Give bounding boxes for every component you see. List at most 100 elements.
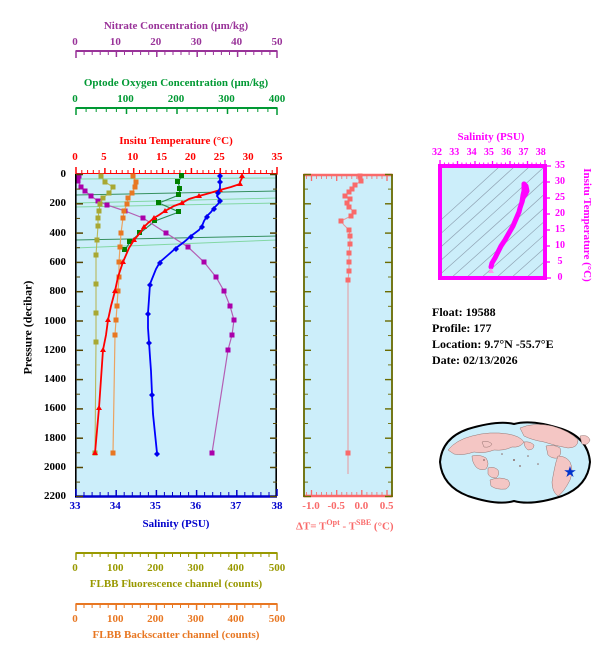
salinity-tick-38: 38 bbox=[271, 500, 283, 512]
series-backscatter bbox=[110, 173, 139, 456]
pressure-tick-800: 800 bbox=[49, 285, 67, 298]
temperature-tick-25: 25 bbox=[213, 151, 225, 163]
oxygen-tick-300: 300 bbox=[218, 93, 235, 105]
ts-sal-tick-33: 33 bbox=[449, 147, 460, 158]
profile-value: 177 bbox=[473, 321, 492, 335]
ts-temp-tick-10: 10 bbox=[555, 240, 565, 251]
pressure-tick-0: 0 bbox=[60, 168, 67, 180]
backscatter-tick-0: 0 bbox=[72, 613, 78, 625]
nitrate-axis-ticklabels: 0 10 20 30 40 50 bbox=[72, 36, 282, 50]
ts-sal-tick-37: 37 bbox=[518, 147, 529, 158]
continents bbox=[447, 424, 591, 497]
delta-t-title-sup-sbe: SBE bbox=[356, 518, 372, 527]
location-label: Location: bbox=[432, 337, 482, 351]
float-metadata: Float: 19588 Profile: 177 Location: 9.7°… bbox=[432, 305, 554, 368]
oxygen-axis-line bbox=[75, 107, 278, 115]
delta-t-axis-title: ΔT= TOpt - TSBE (°C) bbox=[296, 518, 394, 533]
date-label: Date: bbox=[432, 353, 460, 367]
backscatter-tick-300: 300 bbox=[187, 613, 204, 625]
salinity-tick-34: 34 bbox=[109, 500, 121, 512]
ts-temp-tick-35: 35 bbox=[555, 160, 565, 171]
ts-sal-tick-38: 38 bbox=[535, 147, 546, 158]
fluorescence-axis-title: FLBB Fluorescence channel (counts) bbox=[89, 578, 263, 590]
temperature-axis-title: Insitu Temperature (°C) bbox=[119, 135, 233, 147]
salinity-tick-37: 37 bbox=[230, 500, 242, 512]
backscatter-axis-title: FLBB Backscatter channel (counts) bbox=[92, 629, 260, 641]
date-row: Date: 02/13/2026 bbox=[432, 353, 554, 368]
fluorescence-tick-0: 0 bbox=[72, 562, 78, 574]
fluorescence-tick-200: 200 bbox=[147, 562, 164, 574]
ts-temp-tick-20: 20 bbox=[555, 208, 565, 219]
ts-salinity-axis-title: Salinity (PSU) bbox=[457, 131, 525, 143]
pressure-tick-200: 200 bbox=[49, 197, 67, 210]
oxygen-tick-200: 200 bbox=[167, 93, 185, 105]
float-value: 19588 bbox=[465, 305, 496, 319]
delta-t-title-sup-opt: Opt bbox=[326, 518, 340, 527]
fluorescence-tick-400: 400 bbox=[227, 562, 245, 574]
nitrate-tick-50: 50 bbox=[271, 36, 283, 48]
ts-start-marker bbox=[488, 268, 494, 273]
pressure-tick-600: 600 bbox=[49, 255, 67, 268]
oxygen-tick-400: 400 bbox=[268, 93, 286, 105]
pressure-tick-2000: 2000 bbox=[44, 461, 66, 473]
ts-temperature-axis-title: Insitu Temperature (°C) bbox=[581, 168, 593, 282]
fluorescence-axis-line bbox=[75, 552, 278, 560]
oxygen-axis-ticklabels: 0 100 200 300 400 bbox=[72, 93, 285, 107]
delta-t-tick-05: 0.5 bbox=[379, 500, 394, 512]
location-value: 9.7°N -55.7°E bbox=[484, 337, 554, 351]
temperature-tick-30: 30 bbox=[242, 151, 254, 163]
float-row: Float: 19588 bbox=[432, 305, 554, 320]
pressure-tick-2200: 2200 bbox=[44, 490, 66, 503]
delta-t-title-mid: - T bbox=[339, 520, 357, 533]
ts-diagram-plot[interactable] bbox=[436, 160, 551, 283]
location-row: Location: 9.7°N -55.7°E bbox=[432, 337, 554, 352]
ts-temp-tick-0: 0 bbox=[557, 272, 563, 283]
delta-t-tick-0: 0.0 bbox=[354, 500, 369, 512]
series-temperature bbox=[92, 173, 245, 455]
profile-row: Profile: 177 bbox=[432, 321, 554, 336]
delta-t-markers bbox=[338, 173, 364, 456]
fluorescence-tick-300: 300 bbox=[187, 562, 204, 574]
nitrate-tick-0: 0 bbox=[72, 36, 78, 48]
ts-salinity-ticklabels: 32 33 34 35 36 37 38 bbox=[432, 147, 546, 160]
delta-t-plot[interactable] bbox=[303, 173, 394, 498]
delta-t-title-post: (°C) bbox=[371, 520, 394, 533]
delta-t-tick-neg1: -1.0 bbox=[302, 500, 320, 512]
salinity-axis-title: Salinity (PSU) bbox=[142, 518, 210, 530]
ts-sal-tick-34: 34 bbox=[466, 147, 477, 158]
salinity-tick-33: 33 bbox=[69, 500, 81, 512]
backscatter-tick-500: 500 bbox=[268, 613, 286, 625]
delta-t-tick-neg05: -0.5 bbox=[327, 500, 345, 512]
backscatter-tick-400: 400 bbox=[227, 613, 245, 625]
fluorescence-tick-500: 500 bbox=[268, 562, 286, 574]
oxygen-tick-100: 100 bbox=[117, 93, 134, 105]
ts-curve-surface-hook bbox=[519, 181, 530, 205]
date-value: 02/13/2026 bbox=[462, 353, 518, 367]
series-salinity bbox=[145, 173, 223, 457]
oxygen-tick-0: 0 bbox=[72, 93, 78, 105]
nitrate-tick-10: 10 bbox=[109, 36, 121, 48]
temperature-tick-5: 5 bbox=[101, 151, 107, 163]
ts-temperature-ticklabels: 35 30 25 20 15 10 5 0 bbox=[551, 160, 569, 283]
salinity-tick-36: 36 bbox=[190, 500, 202, 512]
pressure-axis-ticklabels: 0 200 400 600 800 1000 1200 1400 1600 18… bbox=[22, 168, 70, 508]
fluorescence-axis-ticklabels: 0 100 200 300 400 500 bbox=[72, 562, 285, 576]
pressure-tick-1600: 1600 bbox=[44, 402, 66, 415]
delta-t-title-pre: ΔT= T bbox=[296, 520, 327, 533]
profile-label: Profile: bbox=[432, 321, 471, 335]
nitrate-axis-title: Nitrate Concentration (μm/kg) bbox=[103, 20, 249, 32]
fluorescence-tick-100: 100 bbox=[106, 562, 124, 574]
backscatter-axis-line bbox=[75, 603, 278, 611]
nitrate-tick-20: 20 bbox=[150, 36, 162, 48]
main-profile-plot[interactable] bbox=[74, 173, 278, 498]
delta-t-axis-ticklabels: -1.0 -0.5 0.0 0.5 bbox=[302, 500, 393, 514]
pressure-tick-1400: 1400 bbox=[44, 373, 66, 386]
float-location-star-icon bbox=[564, 466, 576, 477]
nitrate-tick-30: 30 bbox=[190, 36, 202, 48]
backscatter-axis-ticklabels: 0 100 200 300 400 500 bbox=[72, 613, 285, 627]
pressure-tick-1000: 1000 bbox=[44, 314, 66, 327]
ts-temp-tick-5: 5 bbox=[557, 256, 563, 267]
world-map-locator[interactable] bbox=[428, 412, 600, 512]
temperature-tick-15: 15 bbox=[156, 151, 168, 163]
ts-sal-tick-36: 36 bbox=[501, 147, 512, 158]
